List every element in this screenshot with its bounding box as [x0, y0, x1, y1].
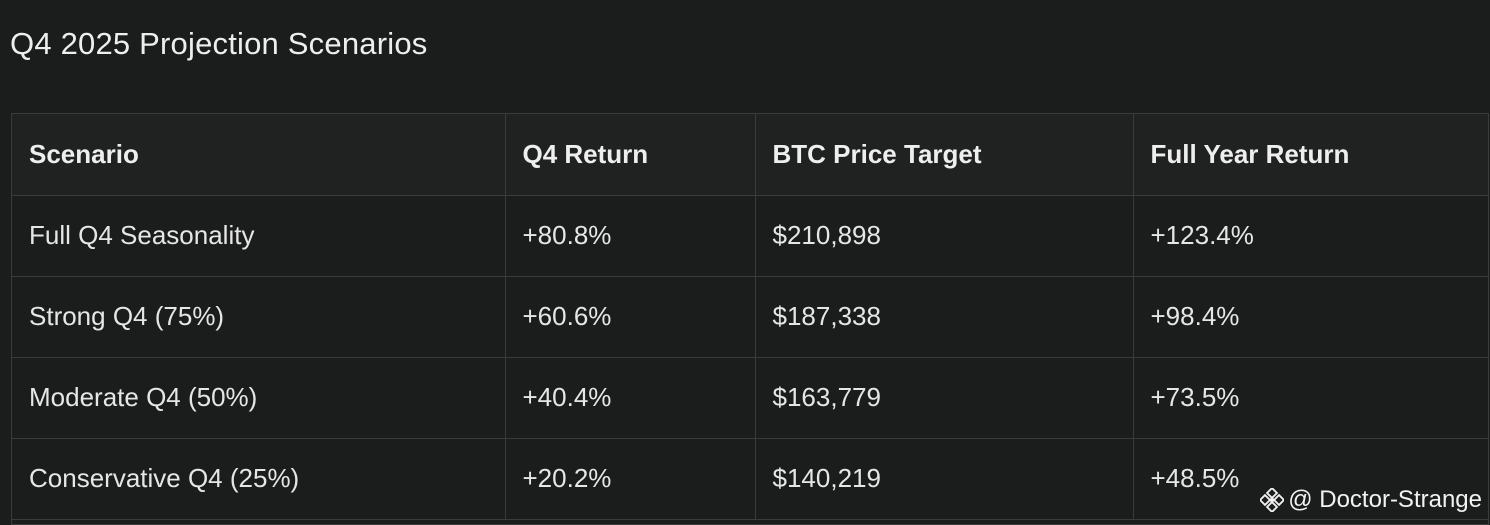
header-scenario: Scenario: [12, 114, 506, 196]
cell-scenario: Conservative Q4 (25%): [12, 438, 506, 520]
projection-table: Scenario Q4 Return BTC Price Target Full…: [11, 113, 1489, 525]
watermark-text: @ Doctor-Strange: [1288, 486, 1482, 513]
table-row: Moderate Q4 (50%) +40.4% $163,779 +73.5%: [12, 357, 1488, 439]
cell-q4-return: +60.6%: [505, 276, 756, 358]
cell-btc-price-target: $163,779: [755, 357, 1134, 439]
cell-full-year-return: +48.5%: [1133, 438, 1488, 520]
cell-q4-return: +80.8%: [505, 195, 756, 277]
page-title: Q4 2025 Projection Scenarios: [10, 26, 428, 61]
cell-btc-price-target: $210,898: [755, 195, 1134, 277]
header-btc-price-target: BTC Price Target: [755, 114, 1134, 196]
cell-q4-return: +20.2%: [505, 438, 756, 520]
cell-full-year-return: +123.4%: [1133, 195, 1488, 277]
cell-full-year-return: +98.4%: [1133, 276, 1488, 358]
table-row: Strong Q4 (75%) +60.6% $187,338 +98.4%: [12, 276, 1488, 358]
table-row: Conservative Q4 (25%) +20.2% $140,219 +4…: [12, 438, 1488, 520]
watermark: @ Doctor-Strange: [1258, 486, 1482, 514]
cell-full-year-return: +73.5%: [1133, 357, 1488, 439]
binance-logo-icon: [1258, 486, 1286, 514]
cell-q4-return: +40.4%: [505, 357, 756, 439]
cell-scenario: Full Q4 Seasonality: [12, 195, 506, 277]
table-header-row: Scenario Q4 Return BTC Price Target Full…: [12, 114, 1488, 196]
cell-btc-price-target: $187,338: [755, 276, 1134, 358]
table-row: Full Q4 Seasonality +80.8% $210,898 +123…: [12, 195, 1488, 277]
cell-scenario: Moderate Q4 (50%): [12, 357, 506, 439]
header-full-year-return: Full Year Return: [1133, 114, 1488, 196]
cell-scenario: Strong Q4 (75%): [12, 276, 506, 358]
header-q4-return: Q4 Return: [505, 114, 756, 196]
cell-btc-price-target: $140,219: [755, 438, 1134, 520]
